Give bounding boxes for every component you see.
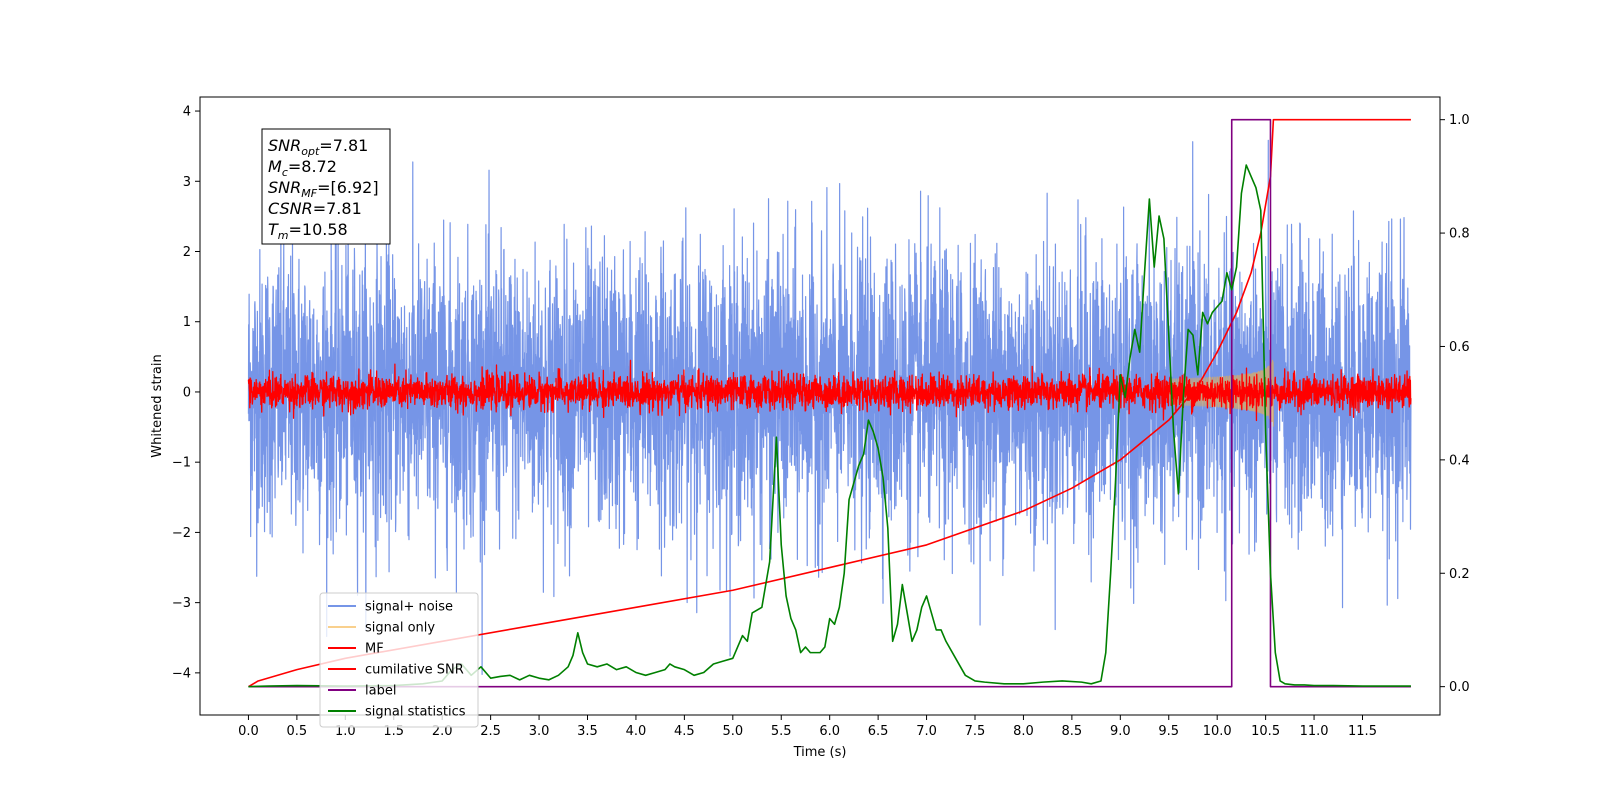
y-tick-label: −3 (172, 596, 191, 611)
legend-frame (319, 592, 479, 728)
y-tick-label: 0 (183, 385, 191, 400)
x-tick-label: 0.5 (287, 724, 308, 739)
legend-entry: cumilative SNR (365, 663, 464, 678)
y2-tick-label: 0.4 (1449, 453, 1470, 468)
annotation-line: CSNR=7.81 (268, 199, 362, 218)
x-axis-ticks: 0.0 0.5 1.0 1.5 2.0 2.5 3.0 3.5 4.0 4.5 5.0 5.5 6.0 6… (238, 715, 1377, 739)
annotation-line: SNRopt=7.81 (268, 136, 368, 158)
y2-tick-label: 1.0 (1449, 113, 1470, 128)
x-tick-label: 8.5 (1062, 724, 1083, 739)
y2-tick-label: 0.2 (1449, 567, 1470, 582)
legend-entry: MF (365, 642, 384, 657)
legend-entry: signal statistics (365, 705, 466, 720)
x-tick-label: 8.0 (1013, 724, 1034, 739)
x-tick-label: 11.0 (1300, 724, 1329, 739)
y-tick-label: 3 (183, 175, 191, 190)
legend-entry: signal only (365, 621, 435, 636)
legend-entry: label (365, 684, 396, 699)
y-tick-label: 1 (183, 315, 191, 330)
y-axis-label: Whitened strain (150, 354, 165, 457)
y-tick-label: −2 (172, 526, 191, 541)
x-tick-label: 2.0 (432, 724, 453, 739)
x-tick-label: 3.5 (577, 724, 598, 739)
y-tick-label: −1 (172, 456, 191, 471)
legend: signal+ noise signal only MF cumilative SNR… (319, 592, 479, 728)
y2-tick-label: 0.6 (1449, 340, 1470, 355)
annotation-line: Tm=10.58 (268, 220, 348, 242)
series-line-4 (248, 118, 1411, 688)
x-tick-label: 4.5 (674, 724, 695, 739)
x-axis-label: Time (s) (793, 745, 847, 760)
annotation-line: Mc=8.72 (268, 157, 337, 179)
x-tick-label: 1.0 (335, 724, 356, 739)
x-tick-label: 5.0 (722, 724, 743, 739)
y2-axis-ticks: 1.0 0.8 0.6 0.4 0.2 0.0 (1440, 113, 1470, 695)
y-tick-label: −4 (172, 666, 191, 681)
x-tick-label: 10.5 (1251, 724, 1280, 739)
x-tick-label: 4.0 (626, 724, 647, 739)
x-tick-label: 9.0 (1110, 724, 1131, 739)
annotation-frame (261, 128, 391, 245)
y2-tick-label: 0.8 (1449, 227, 1470, 242)
x-tick-label: 11.5 (1348, 724, 1377, 739)
axes-frame (199, 96, 1441, 716)
x-tick-label: 2.5 (480, 724, 501, 739)
x-tick-label: 9.5 (1158, 724, 1179, 739)
series-line-2 (247, 359, 1412, 422)
x-tick-label: 0.0 (238, 724, 259, 739)
series-line-5 (248, 164, 1411, 688)
x-tick-label: 7.5 (965, 724, 986, 739)
x-tick-label: 6.5 (868, 724, 889, 739)
y2-tick-label: 0.0 (1449, 680, 1470, 695)
annotation-line: SNRMF=[6.92] (268, 178, 379, 200)
y-axis-ticks: 4 3 2 1 0 −1 −2 −3 −4 (172, 105, 200, 681)
x-tick-label: 10.0 (1203, 724, 1232, 739)
x-tick-label: 1.5 (383, 724, 404, 739)
y-tick-label: 2 (183, 245, 191, 260)
y-tick-label: 4 (183, 105, 191, 120)
x-tick-label: 7.0 (916, 724, 937, 739)
x-tick-label: 6.0 (819, 724, 840, 739)
x-tick-label: 3.0 (529, 724, 550, 739)
x-tick-label: 5.5 (771, 724, 792, 739)
legend-entry: signal+ noise (365, 600, 453, 615)
